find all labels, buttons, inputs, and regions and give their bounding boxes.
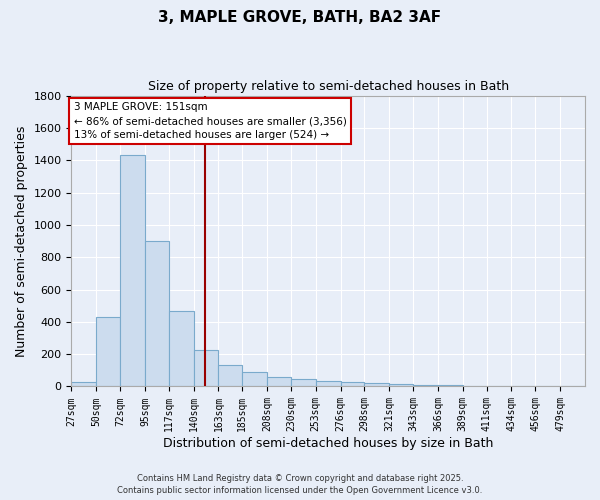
Text: Contains HM Land Registry data © Crown copyright and database right 2025.
Contai: Contains HM Land Registry data © Crown c… (118, 474, 482, 495)
Bar (389, 384, 413, 386)
Bar (71, 382, 96, 386)
Bar (291, 378, 316, 386)
Bar (169, 310, 194, 386)
Bar (364, 383, 389, 386)
Title: Size of property relative to semi-detached houses in Bath: Size of property relative to semi-detach… (148, 80, 509, 93)
Bar (194, 350, 218, 387)
Bar (341, 382, 364, 386)
X-axis label: Distribution of semi-detached houses by size in Bath: Distribution of semi-detached houses by … (163, 437, 493, 450)
Bar (267, 377, 291, 386)
Bar (120, 156, 145, 386)
Bar (316, 381, 341, 386)
Bar (145, 241, 169, 386)
Text: 3 MAPLE GROVE: 151sqm
← 86% of semi-detached houses are smaller (3,356)
13% of s: 3 MAPLE GROVE: 151sqm ← 86% of semi-deta… (74, 102, 346, 140)
Text: 3, MAPLE GROVE, BATH, BA2 3AF: 3, MAPLE GROVE, BATH, BA2 3AF (158, 10, 442, 25)
Bar (218, 366, 242, 386)
Bar (413, 385, 438, 386)
Bar (438, 385, 463, 386)
Bar (242, 372, 267, 386)
Bar (96, 317, 120, 386)
Y-axis label: Number of semi-detached properties: Number of semi-detached properties (15, 126, 28, 356)
